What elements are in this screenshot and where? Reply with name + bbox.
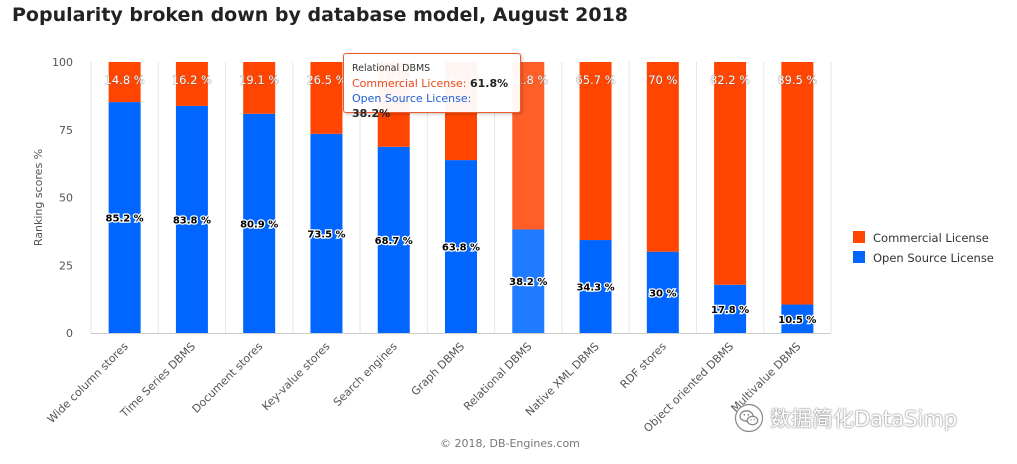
bar-open-source[interactable] (714, 284, 747, 333)
data-label-commercial: 26.5 % (306, 73, 346, 87)
data-label-commercial: 14.8 % (105, 73, 145, 87)
x-tick-label: Graph DBMS (409, 340, 468, 399)
data-label-open-source: 17.8 % (711, 305, 749, 316)
bar-open-source[interactable] (310, 133, 343, 333)
grid-layer (90, 62, 832, 333)
bar-open-source[interactable] (243, 113, 276, 333)
data-label-open-source: 38.2 % (509, 277, 547, 288)
legend: Commercial License Open Source License (853, 231, 994, 265)
y-tick-label: 0 (66, 327, 73, 340)
data-label-commercial: 70 % (648, 73, 677, 87)
tooltip-commercial-label: Commercial License: (352, 77, 467, 90)
tooltip: Relational DBMS Commercial License: 61.8… (343, 53, 521, 120)
data-label-commercial: 82.2 % (710, 73, 750, 87)
data-label-open-source: 85.2 % (106, 214, 144, 225)
data-label-open-source: 34.3 % (576, 283, 614, 294)
bar-commercial[interactable] (646, 62, 679, 252)
bar-open-source[interactable] (175, 105, 208, 333)
data-label-commercial: 16.2 % (172, 73, 212, 87)
y-axis-label: Ranking scores % (32, 149, 45, 246)
x-tick-label: Document stores (190, 340, 266, 416)
y-tick-label: 100 (52, 56, 73, 69)
wechat-icon (734, 403, 764, 433)
bar-open-source[interactable] (512, 229, 545, 333)
y-tick-label: 50 (59, 192, 73, 205)
bar-open-source[interactable] (377, 146, 410, 333)
y-tick-label: 75 (59, 124, 73, 137)
bar-commercial[interactable] (310, 62, 343, 134)
bar-commercial[interactable] (579, 62, 612, 241)
legend-swatch (853, 251, 865, 263)
bar-open-source[interactable] (108, 102, 141, 333)
bar-open-source[interactable] (445, 160, 477, 333)
tooltip-open-label: Open Source License: (352, 92, 472, 105)
data-label-open-source: 83.8 % (173, 215, 211, 226)
bar-commercial[interactable] (714, 62, 747, 285)
data-label-commercial: 89.5 % (777, 73, 817, 87)
data-label-commercial: 19.1 % (239, 73, 279, 87)
data-label-open-source: 10.5 % (778, 315, 816, 326)
x-tick-label: Time Series DBMS (117, 340, 198, 421)
y-tick-label: 25 (59, 259, 73, 272)
tooltip-commercial-value: 61.8% (469, 77, 509, 90)
bar-commercial[interactable] (243, 62, 276, 114)
bar-open-source[interactable] (781, 304, 814, 333)
legend-swatch (853, 231, 865, 243)
x-tick-label: Key-value stores (259, 340, 332, 413)
x-tick-label: Wide column stores (45, 340, 131, 426)
x-tick-label: Search engines (331, 340, 400, 409)
tooltip-title: Relational DBMS (352, 63, 431, 74)
data-label-open-source: 80.9 % (240, 219, 278, 230)
x-tick-label: RDF stores (618, 340, 669, 391)
data-label-open-source: 68.7 % (375, 236, 413, 247)
chart-title: Popularity broken down by database model… (12, 4, 629, 26)
bar-open-source[interactable] (579, 240, 612, 333)
watermark: 数据简化DataSimp (734, 400, 994, 436)
x-tick-label: Native XML DBMS (523, 340, 602, 419)
tooltip-open-row: Open Source License: 38.2% (352, 91, 512, 121)
tooltip-open-value: 38.2% (352, 107, 391, 120)
bar-commercial[interactable] (108, 62, 141, 103)
data-label-open-source: 30 % (649, 288, 676, 299)
watermark-text: 数据简化DataSimp (770, 407, 958, 431)
legend-item-label[interactable]: Open Source License (873, 251, 994, 265)
bars-layer (108, 62, 814, 333)
bar-open-source[interactable] (646, 251, 679, 333)
credits[interactable]: © 2018, DB-Engines.com (440, 437, 580, 450)
x-tick-label: Relational DBMS (461, 340, 534, 413)
labels-layer: 14.8 % 85.2 % 16.2 % 83.8 % 19.1 % 80.9 % 26.5… (104, 73, 817, 327)
data-label-open-source: 73.5 % (307, 229, 345, 240)
data-label-commercial: 65.7 % (575, 73, 615, 87)
legend-item-label[interactable]: Commercial License (873, 231, 989, 245)
data-label-open-source: 63.8 % (442, 243, 480, 254)
tooltip-commercial-row: Commercial License: 61.8% (352, 76, 512, 91)
bar-commercial[interactable] (175, 62, 208, 106)
bar-commercial[interactable] (781, 62, 814, 305)
